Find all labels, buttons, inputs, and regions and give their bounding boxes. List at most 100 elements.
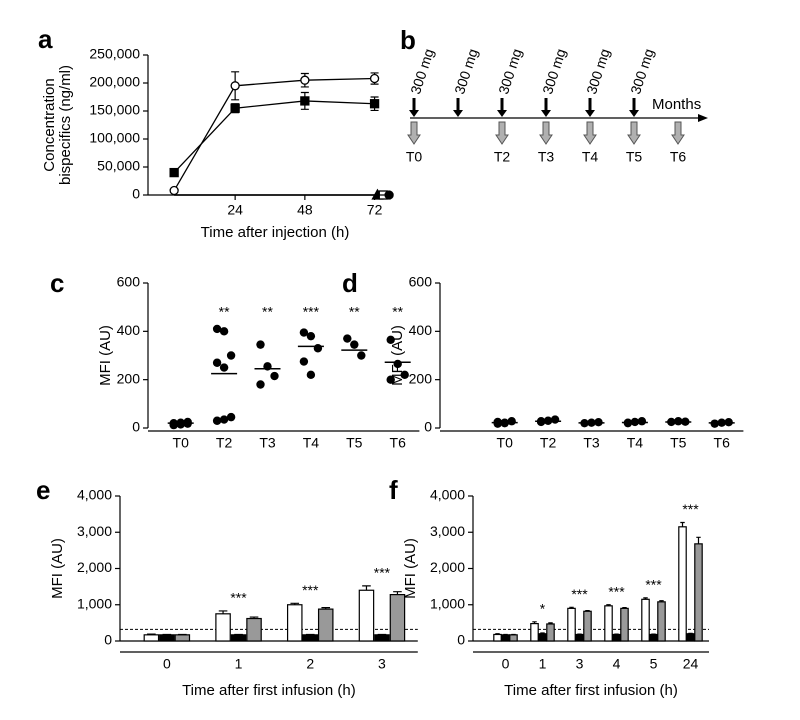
significance: ***	[645, 577, 662, 593]
significance: ***	[682, 501, 699, 517]
bar	[159, 634, 175, 642]
data-point	[299, 357, 309, 366]
panel-letter: a	[38, 24, 53, 54]
timepoint-label: T4	[582, 149, 599, 165]
bar	[358, 589, 375, 642]
data-point	[219, 327, 229, 336]
dose-label: 300 mg	[539, 47, 569, 96]
data-point	[386, 335, 395, 344]
data-point	[270, 371, 279, 381]
x-tick-label: T2	[216, 435, 233, 451]
data-point	[226, 351, 236, 360]
error-bar	[585, 609, 590, 612]
sample-arrow	[495, 121, 509, 145]
bar	[215, 613, 231, 642]
series-line	[173, 77, 375, 191]
timepoint-label: T0	[406, 149, 423, 165]
bar	[575, 633, 584, 642]
timepoint-label: T2	[494, 149, 511, 165]
bar	[286, 604, 303, 642]
x-tick-label: 0	[163, 656, 171, 672]
marker	[169, 185, 179, 196]
marker	[369, 99, 380, 109]
x-tick-label: T2	[540, 435, 557, 451]
y-tick-label: 50,000	[97, 158, 140, 174]
marker	[300, 75, 310, 85]
bar	[302, 634, 319, 642]
bar	[530, 622, 539, 642]
marker	[169, 167, 179, 178]
data-point	[357, 351, 366, 360]
data-point	[637, 417, 647, 426]
x-tick-label: T3	[259, 435, 276, 451]
data-point	[212, 416, 222, 425]
data-point	[169, 419, 178, 429]
x-tick-label: 3	[576, 656, 584, 672]
data-point	[256, 340, 265, 349]
x-tick-label: 72	[367, 202, 383, 218]
dose-label: 300 mg	[627, 47, 657, 96]
bar	[174, 634, 191, 642]
data-point	[343, 334, 352, 343]
significance: **	[392, 304, 403, 320]
y-tick-label: 200	[409, 370, 433, 386]
timeline-arrowhead	[698, 114, 708, 122]
data-point	[306, 331, 316, 341]
sample-arrow	[671, 121, 685, 145]
bar	[143, 634, 160, 642]
x-axis-label: Time after first infusion (h)	[182, 682, 356, 699]
data-point	[400, 370, 409, 380]
bar	[686, 633, 695, 642]
x-tick-label: 48	[297, 202, 313, 218]
dose-arrowhead	[453, 110, 463, 117]
data-point	[226, 412, 236, 422]
bar	[641, 598, 650, 642]
x-tick-label: 5	[650, 656, 658, 672]
data-point	[256, 380, 265, 389]
significance: **	[349, 304, 360, 320]
y-tick-label: 0	[132, 419, 140, 435]
error-bar	[548, 622, 553, 624]
data-point	[350, 340, 359, 349]
dose-arrowhead	[585, 110, 595, 117]
x-tick-label: T0	[173, 435, 190, 451]
significance: ***	[230, 590, 247, 606]
bar	[604, 605, 613, 642]
error-bar	[643, 597, 648, 600]
y-axis-label: MFI (AU)	[97, 325, 114, 386]
marker	[230, 81, 240, 91]
bar	[246, 617, 262, 642]
error-bar	[393, 591, 402, 595]
x-tick-label: T4	[627, 435, 644, 451]
bar	[389, 593, 406, 642]
marker	[384, 190, 394, 200]
y-tick-label: 3,000	[430, 523, 465, 539]
data-point	[306, 370, 316, 380]
error-bar	[622, 607, 627, 609]
y-tick-label: 0	[457, 632, 465, 648]
bar	[567, 607, 576, 642]
error-bar	[680, 521, 685, 527]
y-tick-label: 600	[409, 274, 433, 290]
y-axis-label: MFI (AU)	[389, 325, 406, 386]
bar	[649, 633, 658, 642]
error-bar	[321, 607, 331, 610]
y-tick-label: 150,000	[89, 102, 140, 118]
x-tick-label: 24	[227, 202, 243, 218]
y-tick-label: 250,000	[89, 46, 140, 62]
marker	[230, 103, 240, 113]
x-tick-label: 3	[378, 656, 386, 672]
data-point	[313, 344, 323, 353]
error-bar	[290, 602, 300, 605]
sample-arrow	[627, 121, 641, 145]
y-axis-label: MFI (AU)	[49, 538, 66, 599]
error-bar	[696, 536, 701, 544]
significance: **	[262, 304, 273, 320]
y-tick-label: 100,000	[89, 130, 140, 146]
timepoint-label: T6	[670, 149, 687, 165]
panel-letter: c	[50, 268, 64, 298]
bar	[317, 608, 334, 642]
y-tick-label: 600	[117, 274, 141, 290]
y-tick-label: 4,000	[430, 487, 465, 503]
dose-arrowhead	[629, 110, 639, 117]
